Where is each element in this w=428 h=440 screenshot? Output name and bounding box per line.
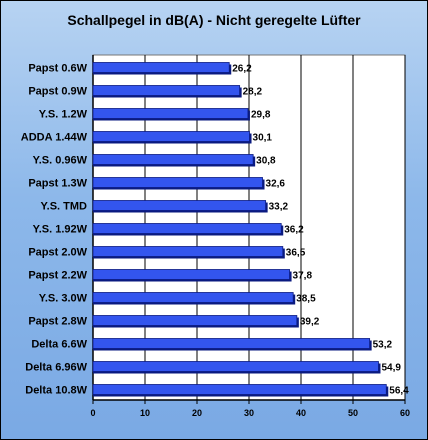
bar bbox=[92, 338, 371, 349]
category-label: Y.S. 3.0W bbox=[39, 293, 88, 305]
bar bbox=[92, 200, 267, 211]
category-label: Papst 1.3W bbox=[28, 178, 87, 190]
chart-title: Schallpegel in dB(A) - Nicht geregelte L… bbox=[67, 12, 361, 28]
x-tick-label: 50 bbox=[348, 408, 358, 418]
data-label: 28,2 bbox=[243, 87, 263, 98]
data-label: 32,6 bbox=[266, 179, 286, 190]
data-label: 36,5 bbox=[286, 248, 306, 259]
data-label: 37,8 bbox=[293, 271, 313, 282]
x-tick-label: 20 bbox=[192, 408, 202, 418]
category-label: Papst 2.8W bbox=[28, 316, 87, 328]
data-label: 36,2 bbox=[284, 225, 304, 236]
x-tick-label: 40 bbox=[296, 408, 306, 418]
category-label: Y.S. TMD bbox=[41, 201, 88, 213]
category-label: Delta 6.6W bbox=[31, 339, 87, 351]
bar bbox=[92, 246, 284, 257]
bar bbox=[92, 292, 294, 303]
data-label: 29,8 bbox=[251, 110, 271, 121]
bar bbox=[92, 154, 254, 165]
category-label: Delta 10.8W bbox=[25, 385, 87, 397]
bar bbox=[92, 177, 263, 188]
category-label: Papst 2.2W bbox=[28, 270, 87, 282]
data-label: 30,8 bbox=[256, 156, 276, 167]
bar bbox=[92, 108, 249, 119]
category-label: Y.S. 1.92W bbox=[33, 224, 88, 236]
data-label: 56,4 bbox=[389, 386, 409, 397]
category-label: ADDA 1.44W bbox=[21, 132, 88, 144]
category-label: Y.S. 1.2W bbox=[39, 109, 88, 121]
x-tick-label: 30 bbox=[244, 408, 254, 418]
bar bbox=[92, 315, 298, 326]
bar bbox=[92, 384, 387, 395]
data-label: 33,2 bbox=[269, 202, 289, 213]
x-tick-label: 0 bbox=[90, 408, 95, 418]
category-label: Papst 0.9W bbox=[28, 86, 87, 98]
bar bbox=[92, 269, 290, 280]
category-label: Papst 2.0W bbox=[28, 247, 87, 259]
bar bbox=[92, 223, 282, 234]
category-label: Delta 6.96W bbox=[25, 362, 87, 374]
data-label: 39,2 bbox=[300, 317, 320, 328]
data-label: 54,9 bbox=[381, 363, 401, 374]
data-label: 26,2 bbox=[232, 64, 252, 75]
x-tick-label: 10 bbox=[140, 408, 150, 418]
data-label: 53,2 bbox=[373, 340, 393, 351]
category-label: Papst 0.6W bbox=[28, 63, 87, 75]
bar bbox=[92, 361, 379, 372]
data-label: 30,1 bbox=[253, 133, 273, 144]
data-label: 38,5 bbox=[296, 294, 316, 305]
x-tick-label: 60 bbox=[400, 408, 410, 418]
bar bbox=[92, 62, 230, 73]
category-label: Y.S. 0.96W bbox=[33, 155, 88, 167]
bar bbox=[92, 85, 241, 96]
bar bbox=[92, 131, 250, 142]
